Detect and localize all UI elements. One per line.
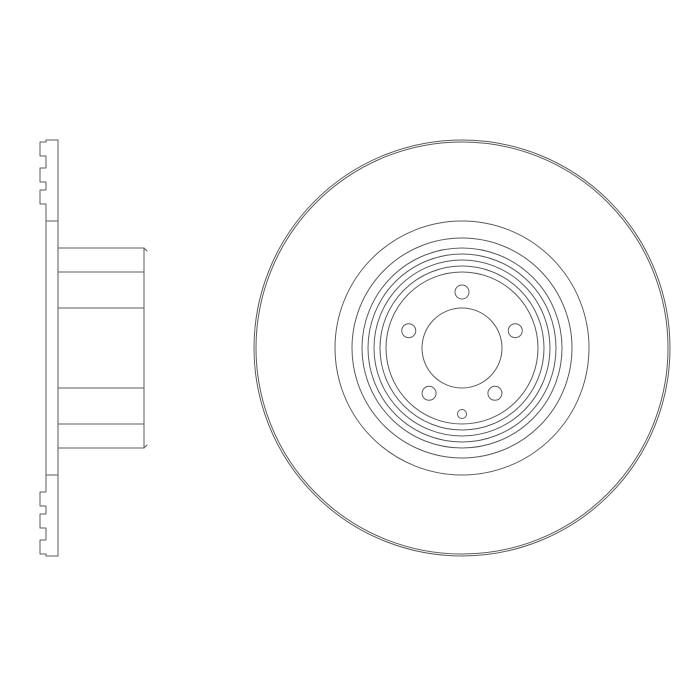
rotor-ring-3 — [352, 238, 572, 458]
rotor-ring-2 — [335, 221, 589, 475]
flange-left-notched-edge — [40, 140, 46, 556]
bolt-hole-0 — [455, 285, 469, 299]
brake-rotor-side-view — [40, 140, 147, 556]
bolt-hole-2 — [488, 386, 502, 400]
center-bore — [422, 308, 502, 388]
bolt-hole-4 — [402, 324, 416, 338]
bolt-hole-1 — [508, 324, 522, 338]
rotor-ring-8 — [386, 272, 538, 424]
locator-hole — [458, 410, 467, 419]
rotor-ring-1 — [256, 142, 668, 554]
rotor-ring-7 — [380, 266, 544, 430]
rotor-ring-5 — [368, 254, 556, 442]
brake-rotor-front-view — [254, 140, 670, 556]
technical-drawing — [0, 0, 700, 700]
bolt-hole-3 — [422, 386, 436, 400]
